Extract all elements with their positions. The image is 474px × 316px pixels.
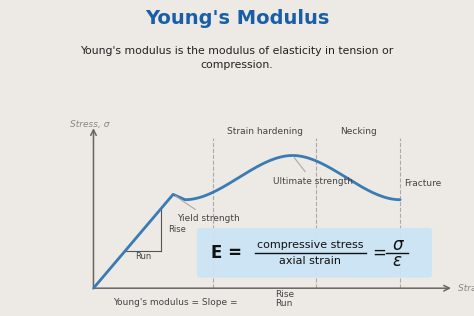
- Text: Stress, σ: Stress, σ: [70, 120, 109, 129]
- Text: Yield strength: Yield strength: [175, 196, 240, 223]
- Text: Strain hardening: Strain hardening: [227, 127, 303, 136]
- Text: axial strain: axial strain: [280, 256, 341, 266]
- Text: Young's modulus = Slope =: Young's modulus = Slope =: [113, 298, 241, 307]
- Text: Necking: Necking: [340, 127, 377, 136]
- Text: Rise: Rise: [168, 225, 186, 234]
- Text: =: =: [374, 244, 392, 262]
- Text: Young's Modulus: Young's Modulus: [145, 9, 329, 28]
- Text: Rise: Rise: [274, 290, 294, 299]
- Text: Ultimate strength: Ultimate strength: [273, 158, 353, 186]
- Text: σ: σ: [392, 236, 402, 254]
- Text: E =: E =: [211, 244, 248, 262]
- Text: Young's modulus is the modulus of elasticity in tension or
compression.: Young's modulus is the modulus of elasti…: [81, 46, 393, 70]
- Text: compressive stress: compressive stress: [257, 240, 364, 250]
- Text: ε: ε: [393, 252, 402, 270]
- Text: Run: Run: [274, 299, 292, 308]
- Text: Strain, ε: Strain, ε: [458, 284, 474, 293]
- Text: Run: Run: [135, 252, 151, 261]
- Text: Fracture: Fracture: [404, 179, 441, 188]
- FancyBboxPatch shape: [197, 228, 432, 277]
